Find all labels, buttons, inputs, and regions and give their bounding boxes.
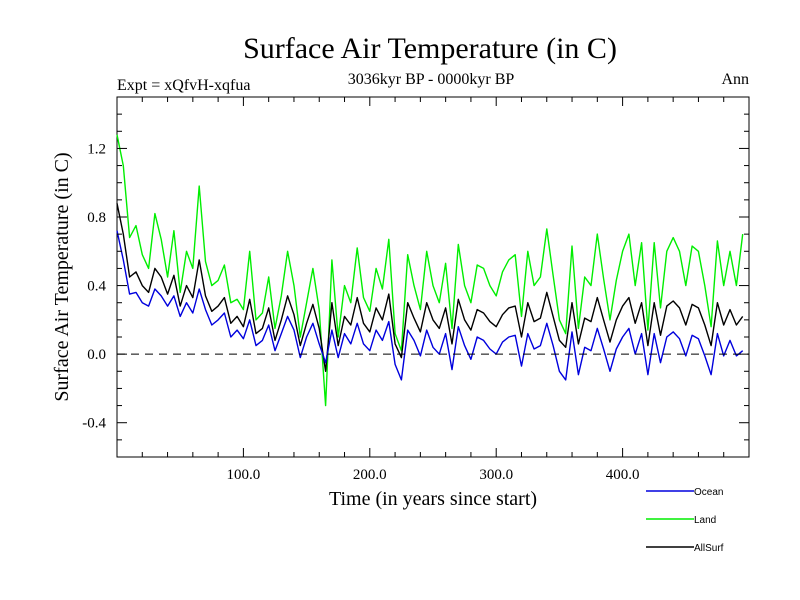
legend: Ocean Land AllSurf [646,487,724,554]
chart-subtitle: 3036kyr BP - 0000kyr BP [348,71,515,88]
y-tick-label: 0.4 [87,279,106,295]
axis-ticks: 100.0 200.0 300.0 400.0 -0.4 0.0 0.4 0.8 1.2 [82,97,749,483]
experiment-label: Expt = xQfvH-xqfua [117,77,250,94]
series-line-allsurf [116,203,744,372]
y-tick-label: 0.0 [87,347,106,363]
plot-frame [116,96,750,458]
y-tick-label: 1.2 [87,141,106,157]
x-tick-label: 200.0 [353,467,387,483]
season-label: Ann [721,71,749,88]
chart-title: Surface Air Temperature (in C) [243,32,617,65]
series-line-ocean [116,230,744,381]
x-tick-label: 300.0 [479,467,513,483]
y-tick-label: 0.8 [87,210,106,226]
series-layer [116,134,744,407]
legend-label-ocean: Ocean [694,487,723,498]
plot-area: 100.0 200.0 300.0 400.0 -0.4 0.0 0.4 0.8 1.2 [82,96,750,483]
legend-label-allsurf: AllSurf [694,543,724,554]
legend-label-land: Land [694,515,716,526]
y-axis-label: Surface Air Temperature (in C) [51,152,73,401]
x-tick-label: 400.0 [606,467,640,483]
series-line-land [116,134,744,407]
x-tick-label: 100.0 [227,467,261,483]
y-tick-label: -0.4 [82,416,106,432]
x-axis-label: Time (in years since start) [329,488,537,510]
